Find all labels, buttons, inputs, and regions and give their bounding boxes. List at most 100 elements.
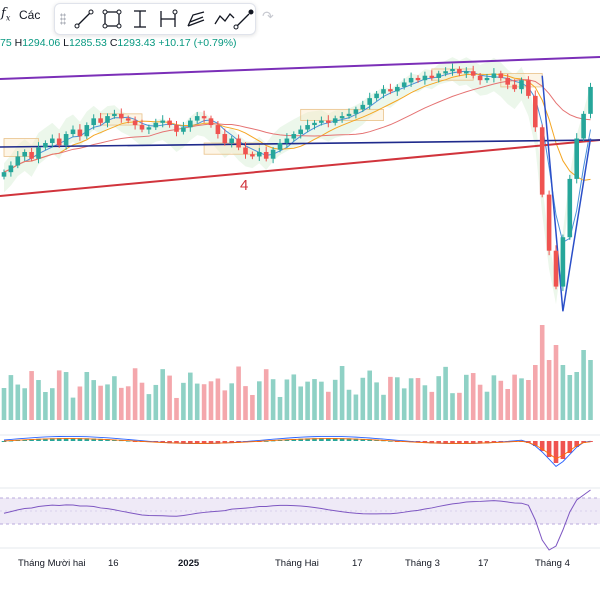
volume-bar <box>50 388 55 420</box>
macd-histogram-bar <box>70 438 76 441</box>
candle-body <box>505 77 510 85</box>
candle-body <box>139 125 145 130</box>
macd-histogram-bar <box>174 441 179 444</box>
support-line <box>0 139 600 148</box>
macd-histogram-bar <box>477 441 483 444</box>
macd-histogram-bar <box>567 441 573 453</box>
macd-histogram-bar <box>1 441 7 442</box>
candle-body <box>326 120 331 123</box>
candle-body <box>374 93 379 99</box>
volume-bar <box>15 384 21 420</box>
candle-body <box>319 120 324 123</box>
channel-bottom-line <box>0 139 600 197</box>
volume-bar <box>257 381 262 420</box>
macd-histogram-bar <box>326 438 331 441</box>
candle-body <box>1 172 7 177</box>
ohlc-high-key: H <box>14 37 23 49</box>
candle-body <box>395 86 400 92</box>
candle-body <box>270 149 276 159</box>
volume-bar <box>374 382 379 420</box>
candle-body <box>305 125 310 130</box>
volume-bar <box>560 365 566 420</box>
candle-body <box>429 75 435 78</box>
macd-histogram-bar <box>43 438 48 441</box>
macd-histogram-bar <box>263 440 269 442</box>
rectangle-icon[interactable] <box>99 6 125 32</box>
ohlc-low-key: L <box>63 37 69 49</box>
volume-bar <box>91 380 96 420</box>
volume-bar <box>588 360 593 420</box>
macd-histogram-bar <box>332 438 338 441</box>
trend-line-icon[interactable] <box>71 6 97 32</box>
volume-bar <box>415 378 421 420</box>
volume-bar <box>346 389 352 420</box>
measure-icon[interactable] <box>155 6 181 32</box>
candle-body <box>208 118 214 126</box>
volume-bar <box>167 375 172 420</box>
candle-body <box>36 147 41 159</box>
macd-histogram-bar <box>50 438 55 441</box>
wave-4-label: 4 <box>240 177 248 194</box>
candle-body <box>422 75 428 81</box>
candle-body <box>443 71 448 74</box>
macd-histogram-bar <box>84 438 90 441</box>
macd-histogram-bar <box>429 441 435 444</box>
path-icon[interactable] <box>211 6 237 32</box>
candle-body <box>112 113 117 117</box>
volume-bar <box>353 394 359 420</box>
macd-histogram-bar <box>208 441 214 444</box>
candle-body <box>125 118 131 121</box>
macd-histogram-bar <box>353 438 359 441</box>
candle-body <box>332 118 338 123</box>
x-axis-label: 17 <box>478 558 489 569</box>
candle-body <box>339 116 345 119</box>
volume-bar <box>388 376 393 420</box>
volume-bar <box>505 388 510 420</box>
candle-body <box>533 95 538 128</box>
candle-body <box>29 151 34 159</box>
candle-body <box>132 120 138 126</box>
macd-histogram-bar <box>201 441 207 444</box>
redo-icon[interactable]: ↷ <box>262 8 274 24</box>
candle-body <box>498 73 504 78</box>
ohlc-change-value: +10.17 (+0.79%) <box>158 37 237 49</box>
volume-bar <box>360 377 366 420</box>
candle-body <box>312 122 317 126</box>
fib-icon[interactable] <box>183 6 209 32</box>
volume-bar <box>194 383 200 420</box>
ohlc-low-value: 1285.53 <box>68 37 107 49</box>
candle-body <box>263 151 269 159</box>
candle-body <box>70 129 76 135</box>
volume-bar <box>312 379 317 420</box>
candle-body <box>284 138 290 144</box>
volume-bar <box>436 376 441 420</box>
volume-bar <box>36 380 41 420</box>
candle-body <box>553 250 559 287</box>
volume-bar <box>284 379 290 420</box>
macd-histogram-bar <box>470 441 476 444</box>
candle-body <box>153 122 159 128</box>
indicators-label[interactable]: Các <box>19 8 41 22</box>
volume-bar <box>546 360 552 420</box>
volume-bar <box>484 391 490 420</box>
brush-icon[interactable] <box>231 6 257 32</box>
candle-body <box>229 138 234 144</box>
candle-body <box>181 127 186 132</box>
candle-body <box>491 73 497 78</box>
volume-bar <box>29 371 34 420</box>
candle-body <box>43 143 48 148</box>
candle-body <box>408 77 414 83</box>
indicators-fx-icon[interactable]: fx <box>1 6 11 23</box>
text-icon[interactable] <box>127 6 153 32</box>
candle-body <box>215 125 221 135</box>
volume-bar <box>381 394 386 420</box>
volume-bar <box>63 372 69 420</box>
candle-body <box>436 73 441 78</box>
drag-handle-icon[interactable] <box>60 13 66 25</box>
candle-body <box>105 116 110 123</box>
volume-bar <box>270 379 276 420</box>
candle-body <box>450 68 455 72</box>
volume-bar <box>429 391 435 420</box>
candle-body <box>277 143 283 150</box>
